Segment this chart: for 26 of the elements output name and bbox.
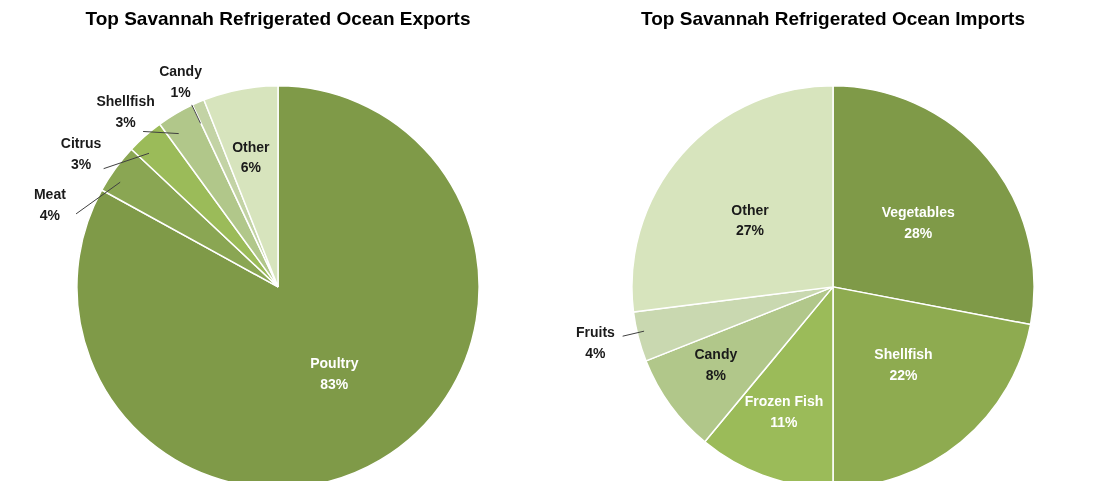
slice-label: Citrus xyxy=(60,134,102,151)
data-label: 4% xyxy=(585,344,607,361)
data-label: 22% xyxy=(889,367,919,384)
slice-label: Candy xyxy=(694,346,738,363)
data-label: 27% xyxy=(736,222,765,239)
data-label: 3% xyxy=(115,113,137,130)
slice-label: Poultry xyxy=(310,355,359,372)
slice-label: Shellfish xyxy=(96,92,155,109)
slice-label: Candy xyxy=(159,62,203,79)
slice-label: Vegetables xyxy=(881,204,956,221)
data-label: 11% xyxy=(770,413,799,430)
data-label: 1% xyxy=(170,83,192,100)
slice-label: Fruits xyxy=(575,324,616,341)
data-label: 8% xyxy=(705,366,727,383)
slice-label: Other xyxy=(731,201,770,218)
slice-label: Shellfish xyxy=(874,346,933,363)
data-label: 6% xyxy=(240,159,262,176)
data-label: 3% xyxy=(70,155,92,172)
data-label: 28% xyxy=(904,224,933,241)
slice-label: Meat xyxy=(33,186,67,203)
slice-label: Other xyxy=(232,138,271,155)
data-label: 4% xyxy=(39,206,61,223)
chart-title: Top Savannah Refrigerated Ocean Imports xyxy=(641,7,1025,29)
slice-label: Frozen Fish xyxy=(744,392,824,409)
data-label: 83% xyxy=(320,376,349,393)
chart-title: Top Savannah Refrigerated Ocean Exports xyxy=(85,7,471,29)
